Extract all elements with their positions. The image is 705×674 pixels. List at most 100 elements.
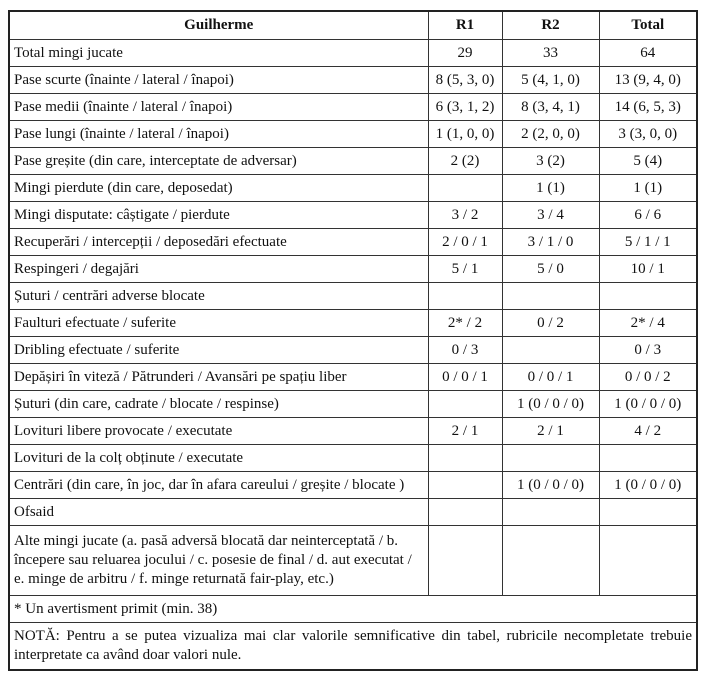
value-cell: 8 (3, 4, 1)	[501, 93, 600, 121]
header-cell: R2	[501, 10, 600, 40]
value-cell: 1 (1, 0, 0)	[427, 120, 503, 148]
value-cell	[427, 282, 503, 310]
table-row: Lovituri libere provocate / executate 2 /…	[8, 417, 698, 445]
value-cell: 1 (0 / 0 / 0)	[501, 471, 600, 499]
value-cell	[501, 444, 600, 472]
value-cell	[427, 174, 503, 202]
row-label: Depășiri în viteză / Pătrunderi / Avansă…	[8, 363, 429, 391]
value-cell: 0 / 0 / 2	[598, 363, 698, 391]
value-cell: 10 / 1	[598, 255, 698, 283]
table-row: Pase lungi (înainte / lateral / înapoi) 1…	[8, 120, 698, 148]
value-cell: 2 (2)	[427, 147, 503, 175]
value-cell	[501, 282, 600, 310]
table-row: Șuturi (din care, cadrate / blocate / re…	[8, 390, 698, 418]
row-label: Alte mingi jucate (a. pasă adversă bloca…	[8, 525, 429, 596]
footnote: * Un avertisment primit (min. 38)	[8, 595, 698, 623]
value-cell	[427, 390, 503, 418]
value-cell: 3 (2)	[501, 147, 600, 175]
value-cell: 5 (4, 1, 0)	[501, 66, 600, 94]
row-label: Mingi disputate: câștigate / pierdute	[8, 201, 429, 229]
value-cell	[427, 444, 503, 472]
row-label: Total mingi jucate	[8, 39, 429, 67]
table-row: Mingi pierdute (din care, deposedat) 1 (1…	[8, 174, 698, 202]
value-cell: 2* / 2	[427, 309, 503, 337]
value-cell: 5 (4)	[598, 147, 698, 175]
header-cell: Guilherme	[8, 10, 429, 40]
value-cell: 8 (5, 3, 0)	[427, 66, 503, 94]
note: NOTĂ: Pentru a se putea vizualiza mai cl…	[8, 622, 698, 671]
value-cell: 33	[501, 39, 600, 67]
value-cell: 1 (0 / 0 / 0)	[501, 390, 600, 418]
value-cell: 3 / 4	[501, 201, 600, 229]
value-cell: 5 / 1 / 1	[598, 228, 698, 256]
value-cell: 64	[598, 39, 698, 67]
value-cell	[598, 444, 698, 472]
value-cell	[501, 498, 600, 526]
value-cell: 29	[427, 39, 503, 67]
table-row: Mingi disputate: câștigate / pierdute 3 /…	[8, 201, 698, 229]
value-cell: 0 / 0 / 1	[501, 363, 600, 391]
value-cell	[598, 282, 698, 310]
value-cell: 2 (2, 0, 0)	[501, 120, 600, 148]
table-row: Pase medii (înainte / lateral / înapoi) 6…	[8, 93, 698, 121]
value-cell	[427, 525, 503, 596]
value-cell	[598, 498, 698, 526]
value-cell	[501, 525, 600, 596]
value-cell: 1 (1)	[501, 174, 600, 202]
row-label: Pase greșite (din care, interceptate de …	[8, 147, 429, 175]
table-row: Recuperări / intercepții / deposedări ef…	[8, 228, 698, 256]
row-label: Șuturi (din care, cadrate / blocate / re…	[8, 390, 429, 418]
value-cell: 2* / 4	[598, 309, 698, 337]
value-cell: 0 / 2	[501, 309, 600, 337]
value-cell: 5 / 1	[427, 255, 503, 283]
value-cell: 0 / 3	[427, 336, 503, 364]
value-cell: 1 (0 / 0 / 0)	[598, 471, 698, 499]
value-cell	[427, 498, 503, 526]
row-label: Șuturi / centrări adverse blocate	[8, 282, 429, 310]
row-label: Pase scurte (înainte / lateral / înapoi)	[8, 66, 429, 94]
footnote-row: * Un avertisment primit (min. 38)	[8, 595, 698, 623]
value-cell	[427, 471, 503, 499]
value-cell: 0 / 0 / 1	[427, 363, 503, 391]
value-cell: 13 (9, 4, 0)	[598, 66, 698, 94]
header-cell: Total	[598, 10, 698, 40]
value-cell: 5 / 0	[501, 255, 600, 283]
row-label: Mingi pierdute (din care, deposedat)	[8, 174, 429, 202]
header-row: Guilherme R1 R2 Total	[8, 10, 698, 40]
value-cell	[501, 336, 600, 364]
note-row: NOTĂ: Pentru a se putea vizualiza mai cl…	[8, 622, 698, 671]
value-cell: 6 / 6	[598, 201, 698, 229]
row-label: Pase medii (înainte / lateral / înapoi)	[8, 93, 429, 121]
table-row: Pase greșite (din care, interceptate de …	[8, 147, 698, 175]
row-label: Ofsaid	[8, 498, 429, 526]
value-cell	[598, 525, 698, 596]
value-cell: 3 / 1 / 0	[501, 228, 600, 256]
table-row: Centrări (din care, în joc, dar în afara…	[8, 471, 698, 499]
value-cell: 4 / 2	[598, 417, 698, 445]
row-label: Lovituri de la colț obținute / executate	[8, 444, 429, 472]
table-row: Total mingi jucate 29 33 64	[8, 39, 698, 67]
table-row: Șuturi / centrări adverse blocate	[8, 282, 698, 310]
value-cell: 2 / 1	[427, 417, 503, 445]
value-cell: 1 (1)	[598, 174, 698, 202]
table-row: Ofsaid	[8, 498, 698, 526]
value-cell: 1 (0 / 0 / 0)	[598, 390, 698, 418]
row-label: Faulturi efectuate / suferite	[8, 309, 429, 337]
value-cell: 2 / 0 / 1	[427, 228, 503, 256]
row-label: Centrări (din care, în joc, dar în afara…	[8, 471, 429, 499]
table-row: Depășiri în viteză / Pătrunderi / Avansă…	[8, 363, 698, 391]
table-row: Pase scurte (înainte / lateral / înapoi)…	[8, 66, 698, 94]
stats-table: Guilherme R1 R2 Total Total mingi jucate 29 3…	[8, 10, 698, 671]
table-row: Lovituri de la colț obținute / executate	[8, 444, 698, 472]
row-label: Recuperări / intercepții / deposedări ef…	[8, 228, 429, 256]
row-label: Respingeri / degajări	[8, 255, 429, 283]
table-row: Alte mingi jucate (a. pasă adversă bloca…	[8, 525, 698, 596]
value-cell: 0 / 3	[598, 336, 698, 364]
value-cell: 3 / 2	[427, 201, 503, 229]
value-cell: 14 (6, 5, 3)	[598, 93, 698, 121]
row-label: Dribling efectuate / suferite	[8, 336, 429, 364]
